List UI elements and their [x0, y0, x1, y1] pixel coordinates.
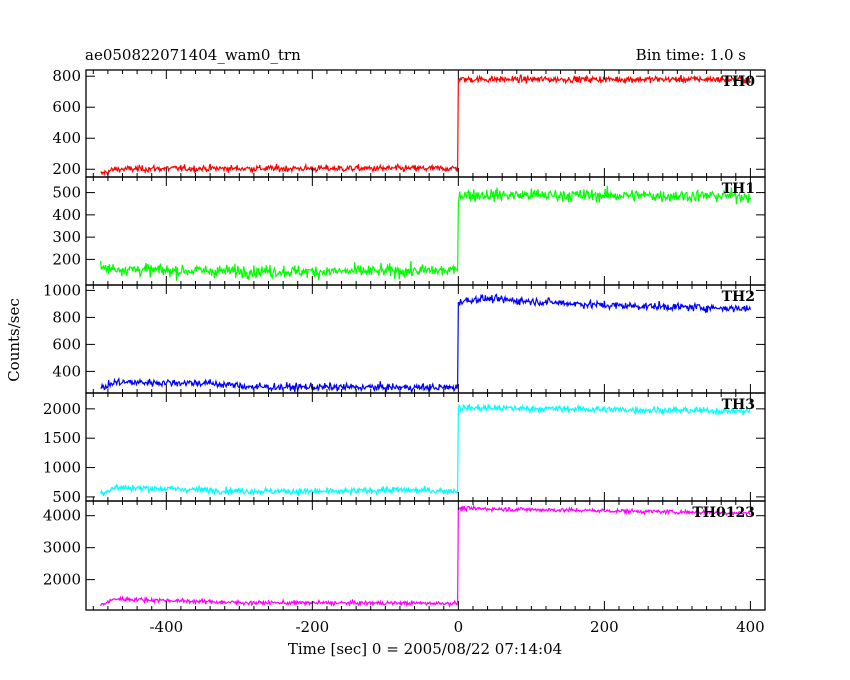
y-tick-label: 3000 [43, 539, 81, 557]
y-tick-label: 400 [52, 362, 81, 380]
bin-time-label: Bin time: 1.0 s [636, 46, 746, 64]
x-axis-label: Time [sec] 0 = 2005/08/22 07:14:04 [288, 640, 562, 658]
y-tick-label: 500 [52, 184, 81, 202]
panel-tag-th2: TH2 [722, 289, 755, 305]
x-tick-label: 0 [454, 618, 464, 636]
panels-group: 200 400 600 800 TH0 200 300 400 500 TH1 400 600 800 1… [43, 67, 766, 636]
y-tick-label: 4000 [43, 507, 81, 525]
y-axis-label: Counts/sec [5, 298, 23, 382]
y-tick-label: 600 [52, 335, 81, 353]
panel-tag-th3: TH3 [722, 397, 755, 413]
panel-tag-th1: TH1 [722, 181, 755, 197]
y-tick-label: 400 [52, 206, 81, 224]
panel-frame-th0123 [85, 500, 766, 611]
y-tick-label: 2000 [43, 571, 81, 589]
x-tick-label: -400 [149, 618, 183, 636]
series-line-th1 [100, 185, 751, 281]
y-tick-label: 2000 [43, 400, 81, 418]
panel-frame-th0 [85, 69, 766, 178]
x-tick-label: 400 [736, 618, 765, 636]
x-tick-label: -200 [295, 618, 329, 636]
y-tick-label: 600 [52, 98, 81, 116]
series-line-th0123 [100, 504, 751, 608]
y-tick-label: 800 [52, 67, 81, 85]
y-tick-label: 300 [52, 228, 81, 246]
y-tick-label: 1000 [43, 281, 81, 299]
y-tick-label: 200 [52, 250, 81, 268]
panel-tag-th0123: TH0123 [692, 505, 755, 521]
y-tick-label: 200 [52, 160, 81, 178]
series-line-th2 [100, 293, 751, 395]
y-tick-label: 1500 [43, 429, 81, 447]
x-tick-label: 200 [590, 618, 619, 636]
y-tick-label: 800 [52, 308, 81, 326]
y-tick-label: 1000 [43, 459, 81, 477]
y-tick-label: 500 [52, 488, 81, 506]
y-tick-label: 400 [52, 129, 81, 147]
series-line-th3 [100, 403, 751, 497]
panel-frame-th2 [85, 284, 766, 394]
panel-tag-th0: TH0 [722, 74, 756, 90]
chart-title: ae050822071404_wam0_trn [85, 46, 301, 64]
series-line-th0 [100, 74, 751, 178]
